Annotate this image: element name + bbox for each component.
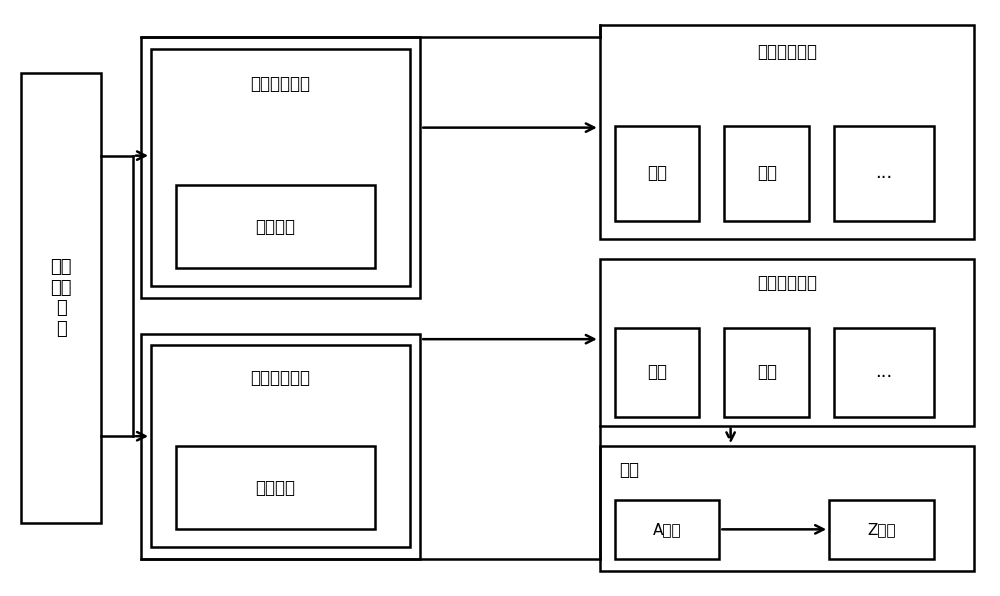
Bar [141, 334, 420, 559]
Text: 连接: 连接 [757, 164, 777, 182]
Text: ...: ... [875, 363, 893, 381]
Text: 反向连接集合: 反向连接集合 [757, 274, 817, 292]
Text: 连接: 连接 [647, 164, 667, 182]
Text: ...: ... [875, 164, 893, 182]
Bar [600, 446, 974, 571]
Bar [176, 185, 375, 268]
Bar [151, 49, 410, 286]
Text: 工作路径集合: 工作路径集合 [251, 76, 311, 94]
Text: 正向连接集合: 正向连接集合 [757, 43, 817, 61]
Bar [615, 499, 719, 559]
Bar [600, 259, 974, 426]
Bar [834, 328, 934, 417]
Text: A端点: A端点 [653, 522, 681, 537]
Bar [724, 328, 809, 417]
Text: Z端点: Z端点 [867, 522, 896, 537]
Bar [151, 346, 410, 547]
Bar [141, 37, 420, 298]
Text: 连接: 连接 [647, 363, 667, 381]
Bar [615, 328, 699, 417]
Text: 连接: 连接 [757, 363, 777, 381]
Bar [615, 126, 699, 221]
Text: 保护路径集合: 保护路径集合 [251, 369, 311, 387]
Bar [829, 499, 934, 559]
Bar [600, 25, 974, 238]
Text: 子网
交叉
电
路: 子网 交叉 电 路 [50, 258, 72, 338]
Bar [834, 126, 934, 221]
Text: 路径信息: 路径信息 [256, 479, 296, 497]
Text: 路径信息: 路径信息 [256, 218, 296, 236]
Bar [21, 73, 101, 523]
Bar [724, 126, 809, 221]
Bar [176, 446, 375, 529]
Text: 连接: 连接 [620, 461, 640, 479]
